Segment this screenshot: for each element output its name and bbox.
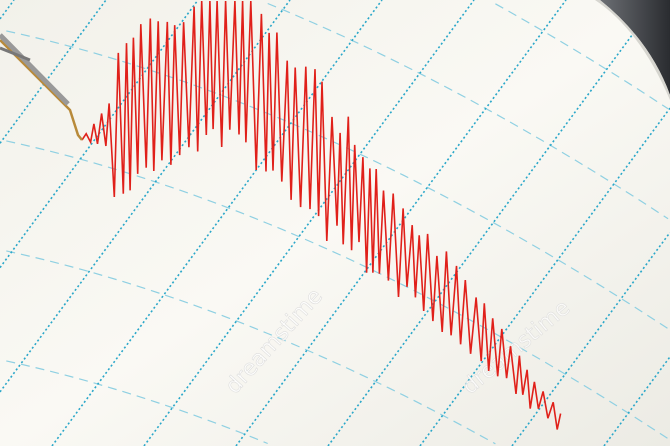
- arc-line: [6, 30, 669, 330]
- arc-line: [6, 360, 268, 445]
- seismic-trace: [81, 0, 562, 430]
- arc-line: [6, 140, 669, 440]
- drum-edge: [600, 0, 670, 95]
- arc-line: [6, 250, 496, 445]
- dashed-arc-lines: [6, 2, 669, 445]
- grid-line: [0, 0, 15, 20]
- grid-line: [511, 231, 670, 446]
- grid-line: [603, 356, 670, 446]
- grid-line: [0, 0, 291, 393]
- recording-needle: [0, 33, 83, 141]
- grid-line: [0, 0, 199, 269]
- arc-line: [267, 2, 669, 220]
- grid-line: [0, 0, 107, 144]
- arc-line: [495, 3, 669, 110]
